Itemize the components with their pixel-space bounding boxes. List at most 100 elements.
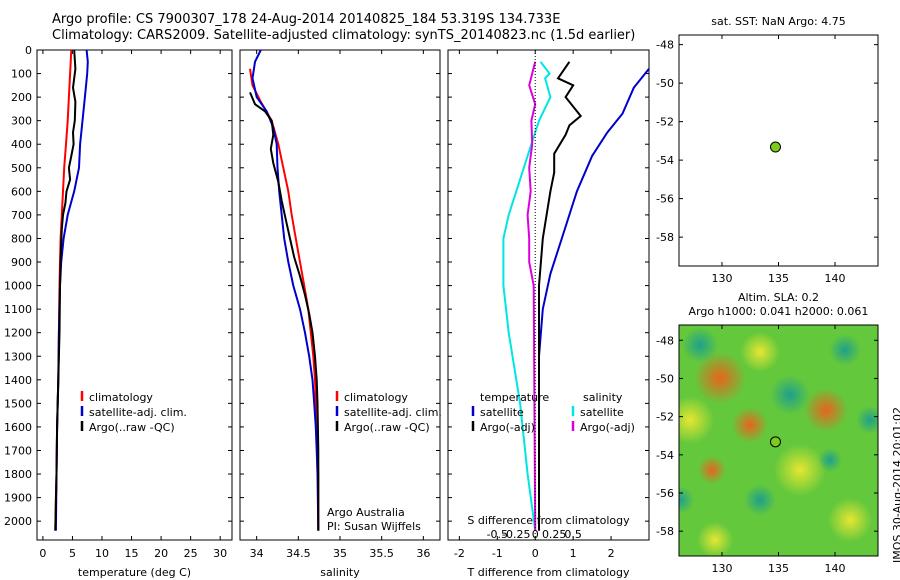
x-tick-label: 0 [532,547,539,560]
legend-label: Argo(-adj) [580,421,635,434]
y-tick-label: 200 [11,91,32,104]
heatmap-cell [740,332,780,372]
x-tick-label: 34 [250,547,264,560]
legend-label: climatology [344,391,408,404]
differences-axes-frame [447,49,650,541]
heatmap-cell [774,444,826,496]
y-tick-label: 1500 [4,397,32,410]
y-tick-label: 1800 [4,468,32,481]
y-tick-label: -56 [656,487,674,500]
x2-axis-label: S difference from climatology [467,514,630,527]
x-axis-label: T difference from climatology [467,566,630,579]
y-tick-label: 0 [25,44,32,57]
x2-tick-label: 0.5 [564,528,582,541]
x-tick-label: -1 [492,547,503,560]
annotation-text: Argo Australia [327,506,405,519]
x2-tick-label: -0.25 [502,528,530,541]
heatmap-cell [828,498,872,542]
heatmap-cell [694,352,746,404]
sst-map-chart: sat. SST: NaN Argo: 4.75 130 135 140 -48 -50 -… [656,15,879,285]
salinity-axes-frame [239,49,441,541]
y-tick-label: 1100 [4,303,32,316]
heatmap-cell [856,406,878,434]
x-tick-label: 25 [184,547,198,560]
legend-header: salinity [583,391,623,404]
y-tick-label: 1700 [4,444,32,457]
map-title: sat. SST: NaN Argo: 4.75 [711,15,845,28]
salinity-series-argorawqc [249,92,320,531]
y-tick-label: -48 [656,39,674,52]
x-tick-label: 15 [125,547,139,560]
legend-label: satellite [480,406,524,419]
temperature-chart: 0 5 10 15 20 25 300100200300400500600700800900… [4,44,233,579]
y-tick-label: -50 [656,77,674,90]
x-tick-label: 130 [711,272,732,285]
annotation-text: PI: Susan Wijffels [327,520,421,533]
timestamp-stamp: IMOS 30-Aug-2014 20:01:02 [891,407,900,563]
salinity-chart: 34 34.5 35 35.5 36 salinity climatology satelli… [239,49,442,579]
differences-series-satellite [502,61,552,531]
heatmap-cell [697,522,733,556]
x-tick-label: 135 [768,562,789,575]
temperature-axes-frame [36,49,233,541]
y-tick-label: 1200 [4,327,32,340]
heatmap-cell [682,327,718,363]
x-tick-label: 35.5 [369,547,394,560]
legend-label: Argo(..raw -QC) [344,421,430,434]
y-tick-label: 100 [11,68,32,81]
y-tick-label: -54 [656,154,674,167]
x-tick-label: 135 [768,272,789,285]
map-title: Altim. SLA: 0.2 [738,291,819,304]
y-tick-label: 600 [11,185,32,198]
differences-series-argoadj [538,61,583,531]
x-tick-label: 130 [711,562,732,575]
heatmap-cell [829,334,861,366]
legend-label: satellite-adj. clim. [89,406,187,419]
x-tick-label: 20 [154,547,168,560]
y-tick-label: -54 [656,449,674,462]
heatmap-cell [770,375,810,415]
y-tick-label: -52 [656,116,674,129]
profile-title: Argo profile: CS 7900307_178 24-Aug-2014… [52,12,561,27]
argo-float-marker [769,141,781,153]
x-tick-label: 35 [333,547,347,560]
legend-label: satellite [580,406,624,419]
y-tick-label: 800 [11,232,32,245]
differences-series-argoadj [526,61,537,531]
x-axis-label: temperature (deg C) [78,566,191,579]
x-tick-label: 1 [570,547,577,560]
y-tick-label: 900 [11,256,32,269]
x2-tick-label: 0.25 [542,528,567,541]
x-tick-label: 140 [825,272,846,285]
y-tick-label: -50 [656,372,674,385]
y-tick-label: 300 [11,115,32,128]
x-tick-label: -2 [454,547,465,560]
heatmap-cell [732,407,768,443]
y-tick-label: -56 [656,193,674,206]
x-tick-label: 2 [608,547,615,560]
x-axis-label: salinity [320,566,360,579]
y-tick-label: 400 [11,138,32,151]
y-tick-label: 500 [11,162,32,175]
y-tick-label: 2000 [4,515,32,528]
salinity-series-satelliteadjclim [251,49,320,531]
legend-label: Argo(-adj) [480,421,535,434]
x-tick-label: 10 [95,547,109,560]
x2-tick-label: -0.5 [487,528,508,541]
y-tick-label: -52 [656,411,674,424]
x2-tick-label: 0 [532,528,539,541]
y-tick-label: 700 [11,209,32,222]
x-tick-label: 0 [39,547,46,560]
y-tick-label: 1300 [4,350,32,363]
legend-label: satellite-adj. clim. [344,406,442,419]
climatology-title: Climatology: CARS2009. Satellite-adjuste… [52,28,636,43]
heatmap-cell [818,448,842,472]
argo-float-marker [769,436,781,448]
heatmap-cell [804,388,848,432]
y-tick-label: -58 [656,231,674,244]
legend-label: climatology [89,391,153,404]
y-tick-label: 1600 [4,421,32,434]
x-tick-label: 30 [213,547,227,560]
